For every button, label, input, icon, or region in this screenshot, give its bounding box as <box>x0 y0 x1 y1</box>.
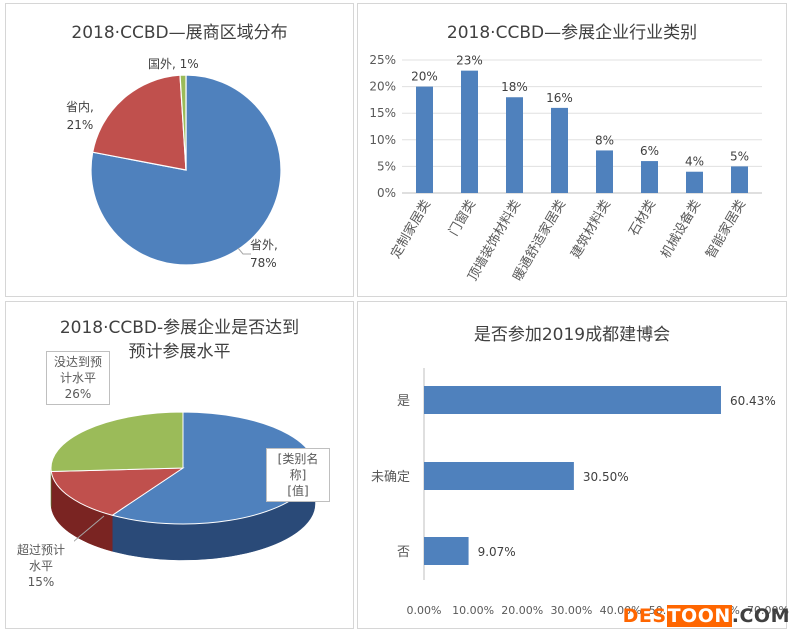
expectation-3d-pie-chart <box>50 411 316 561</box>
x-tick-label: 石材类 <box>626 198 658 239</box>
x-tick-label: 30.00% <box>550 604 592 617</box>
pie-slice <box>50 411 184 473</box>
label-line: 水平 <box>28 559 53 573</box>
region-pie-chart <box>90 74 282 266</box>
data-label-blue: [类别名 称] [值] <box>266 448 330 502</box>
label-line: [值] <box>287 484 309 498</box>
chart-title-line2: 预计参展水平 <box>128 342 231 362</box>
data-label-outside: 省外, 78% <box>250 238 278 270</box>
chart-title: 2018·CCBD-参展企业是否达到 预计参展水平 <box>6 316 353 364</box>
data-label: 23% <box>456 54 483 68</box>
attendance-bar-chart: 60.43% 是 30.50% 未确定 9.07% 否 0.00% 10.00% 20.00% 3… <box>371 368 789 617</box>
y-tick-label: 10% <box>369 133 396 147</box>
data-label: 60.43% <box>730 394 776 408</box>
chart-panel-region: 2018·CCBD—展商区域分布 省外, 78% 省内, 21% 国外, 1% <box>5 3 354 297</box>
watermark-part: TOON <box>666 605 732 627</box>
y-tick-label: 未确定 <box>371 470 410 485</box>
bar <box>416 86 433 193</box>
data-label: 6% <box>640 144 659 158</box>
label-value: 78% <box>250 256 277 270</box>
label-line: [类别名 <box>277 452 319 466</box>
x-tick-label: 0.00% <box>407 604 442 617</box>
bar <box>424 462 574 490</box>
bar <box>424 386 721 414</box>
data-label: 4% <box>685 155 704 169</box>
data-label-red: 超过预计 水平 15% <box>8 539 74 593</box>
x-tick-label: 定制家居类 <box>388 197 434 261</box>
y-tick-label: 15% <box>369 106 396 120</box>
bar <box>461 70 478 193</box>
leader-line <box>72 515 105 543</box>
data-label: 18% <box>501 80 528 94</box>
x-tick-label: 10.00% <box>452 604 494 617</box>
y-tick-label: 25% <box>369 53 396 67</box>
watermark-part: .COM <box>731 605 790 627</box>
data-label: 8% <box>595 133 614 147</box>
bar <box>686 171 703 193</box>
data-label-green: 没达到预 计水平 26% <box>46 351 110 405</box>
y-tick-label: 是 <box>397 394 410 409</box>
label-line: 称] <box>289 468 307 482</box>
pie-slice <box>50 467 185 516</box>
bar <box>596 150 613 193</box>
x-tick-label: 机械设备类 <box>658 197 704 261</box>
label-value: 21% <box>66 118 94 132</box>
bar <box>506 97 523 193</box>
y-tick-label: 0% <box>377 186 396 200</box>
label-value: 1% <box>179 57 199 71</box>
label-name: 国外 <box>148 57 173 71</box>
x-tick-label: 40.00% <box>600 604 642 617</box>
data-label: 20% <box>411 70 438 84</box>
bar <box>641 161 658 193</box>
label-line: 没达到预 <box>53 355 102 369</box>
pie-slice <box>91 74 187 171</box>
x-tick-label: 建筑材料类 <box>568 197 614 261</box>
bar <box>424 537 469 565</box>
x-tick-label: 70.00% <box>747 604 789 617</box>
data-label: 16% <box>546 91 573 105</box>
watermark-part: DES <box>622 605 667 627</box>
label-line: 计水平 <box>59 371 96 385</box>
data-label: 9.07% <box>478 545 516 559</box>
pie-slice <box>179 74 187 171</box>
label-line: 26% <box>64 387 92 401</box>
label-line: 超过预计 <box>16 543 65 557</box>
chart-title: 2018·CCBD—展商区域分布 <box>71 23 288 43</box>
label-line: 15% <box>27 575 55 589</box>
chart-panel-industry: 2018·CCBD—参展企业行业类别 0% 5% 10% 15% 20% 25% 20% 定制… <box>357 3 787 297</box>
pie-slice <box>90 74 282 266</box>
chart-panel-expectation: 2018·CCBD-参展企业是否达到 预计参展水平 没达到预 计水平 26% [… <box>5 301 354 629</box>
data-label: 30.50% <box>583 470 629 484</box>
x-tick-label: 智能家居类 <box>703 197 749 261</box>
data-label-foreign: 国外, 1% <box>148 57 199 71</box>
data-label: 5% <box>730 149 749 163</box>
label-name: 省外 <box>250 238 275 252</box>
y-tick-label: 5% <box>377 159 396 173</box>
chart-panel-attendance: 是否参加2019成都建博会 60.43% 是 30.50% 未确定 9.07% 否 0.00… <box>357 301 789 629</box>
data-label-inside: 省内, 21% <box>66 100 94 132</box>
bar <box>731 166 748 193</box>
y-tick-label: 否 <box>397 545 410 560</box>
y-tick-label: 20% <box>369 80 396 94</box>
chart-title-line1: 2018·CCBD-参展企业是否达到 <box>59 318 300 338</box>
watermark-logo: DESTOON.COM <box>623 605 790 627</box>
chart-title: 2018·CCBD—参展企业行业类别 <box>446 23 698 43</box>
leader-line <box>237 247 251 255</box>
chart-title: 是否参加2019成都建博会 <box>473 325 671 345</box>
label-name: 省内 <box>66 100 91 114</box>
industry-bar-chart: 0%5%10%15%20%25%20%定制家居类23%门窗类18%顶墙装饰材料类… <box>369 53 762 284</box>
x-tick-label: 20.00% <box>501 604 543 617</box>
bar <box>551 107 568 193</box>
x-tick-label: 门窗类 <box>446 197 479 239</box>
